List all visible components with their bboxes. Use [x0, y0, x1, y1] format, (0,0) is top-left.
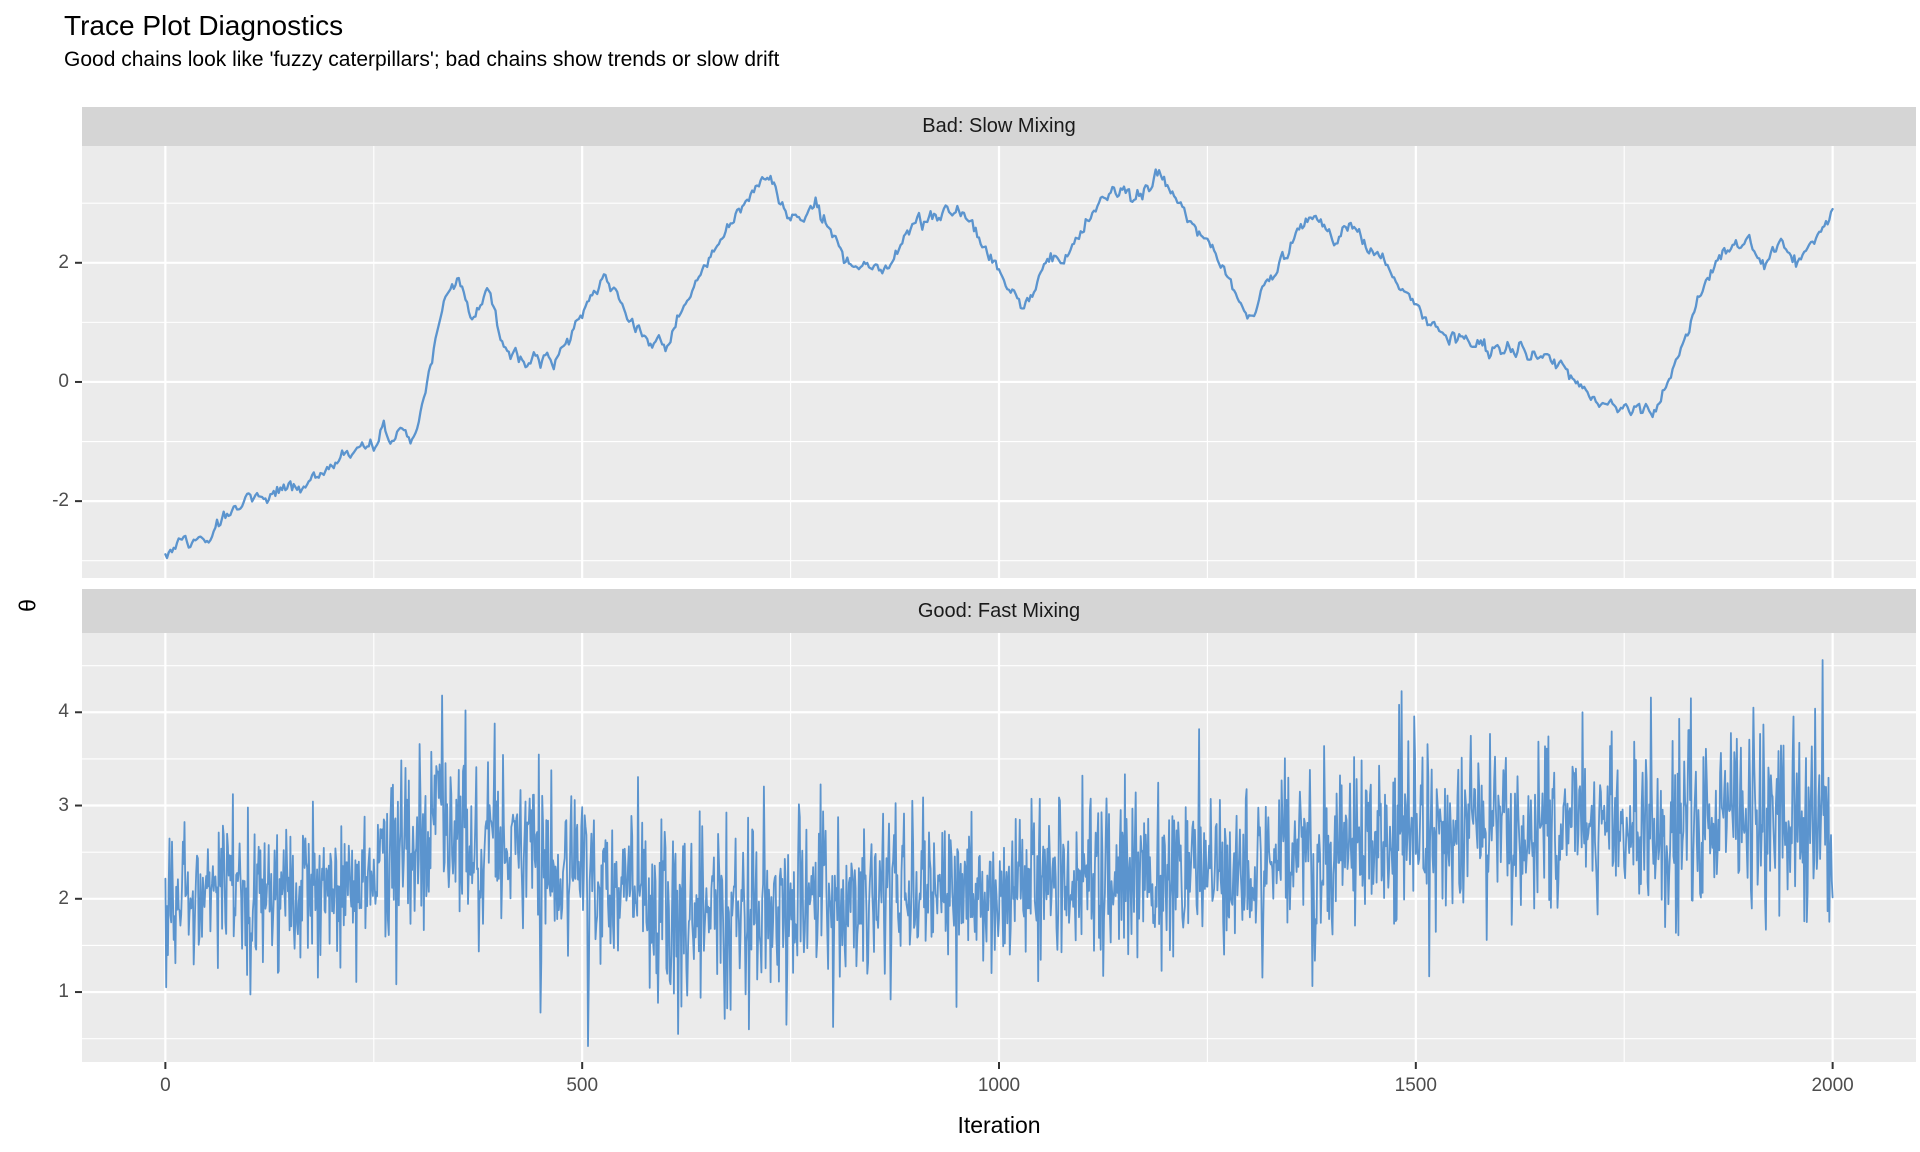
- plot-title: Trace Plot Diagnostics: [64, 10, 344, 41]
- trace-line-bad: [164, 168, 1834, 560]
- facet-strip-good-label: Good: Fast Mixing: [917, 599, 1081, 622]
- x-axis-title: Iteration: [957, 1112, 1041, 1138]
- facet-strip-bad-label: Bad: Slow Mixing: [922, 115, 1076, 137]
- y-tick-label: 4: [58, 701, 69, 723]
- x-tick-label: 500: [566, 1075, 599, 1096]
- y-tick-label: 1: [58, 981, 69, 1003]
- y-tick-label: 2: [58, 251, 69, 273]
- y-tick-label: 2: [58, 887, 69, 909]
- y-tick-label: -2: [52, 490, 69, 512]
- x-tick-label: 1500: [1394, 1075, 1437, 1096]
- x-tick-label: 1000: [977, 1075, 1021, 1096]
- y-axis-title: θ: [14, 599, 41, 612]
- x-tick-label: 2000: [1811, 1075, 1854, 1096]
- trace-line-good: [164, 659, 1834, 1047]
- facet-strip-good: Good: Fast Mixing: [82, 589, 1916, 633]
- x-tick-label: 0: [160, 1075, 171, 1096]
- plot-subtitle: Good chains look like 'fuzzy caterpillar…: [64, 48, 780, 71]
- facet-strip-bad: Bad: Slow Mixing: [82, 107, 1916, 146]
- y-tick-label: 3: [58, 794, 69, 816]
- y-tick-label: 0: [58, 370, 69, 392]
